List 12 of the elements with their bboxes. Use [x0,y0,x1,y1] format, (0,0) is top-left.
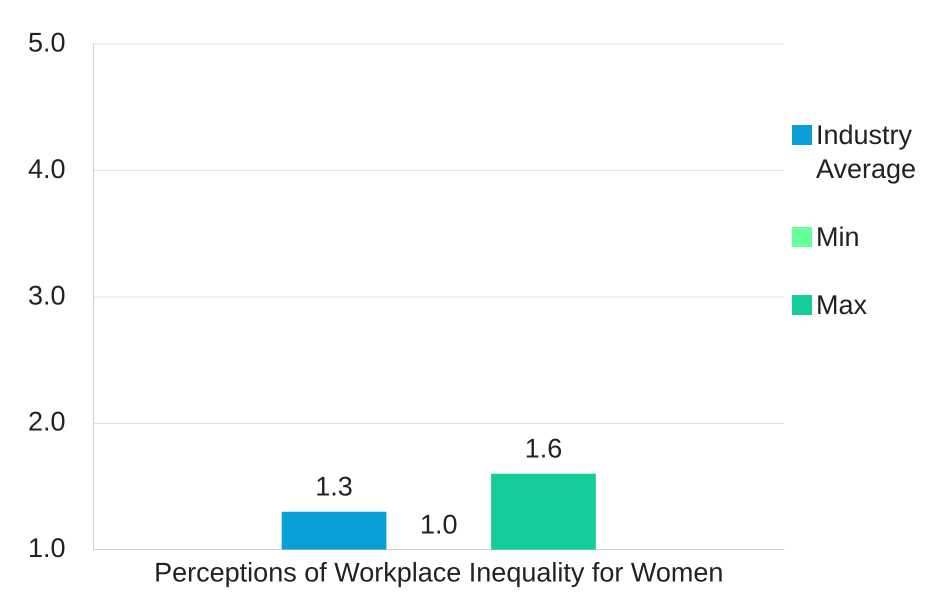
legend-label: Max [816,289,868,322]
legend-label: Min [816,221,860,254]
y-tick-label: 5.0 [28,28,66,58]
y-tick-label: 4.0 [28,154,66,184]
x-tick-label: Perceptions of Workplace Inequality for Women [154,557,724,588]
data-label: 1.3 [315,472,353,502]
data-label: 1.6 [524,434,562,464]
legend-label: Industry Average [816,119,918,186]
y-tick-label: 2.0 [28,406,66,437]
y-tick-label: 3.0 [28,280,66,310]
data-label: 1.0 [420,510,458,540]
y-tick-label: 1.0 [28,533,66,564]
